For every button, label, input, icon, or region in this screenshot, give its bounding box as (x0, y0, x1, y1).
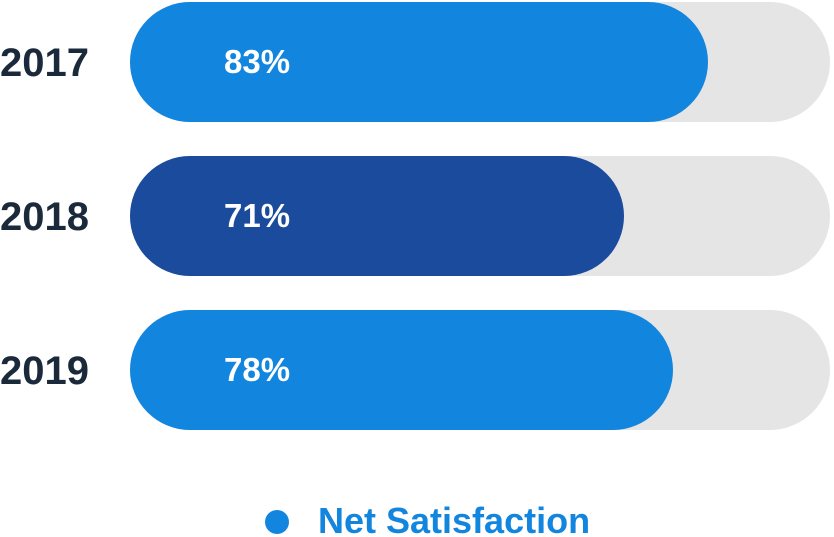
category-label-2018: 2018 (0, 195, 89, 239)
bars-group: 2017 83% 2018 71% 2019 78% (0, 2, 830, 430)
value-label-2018: 71% (224, 197, 290, 234)
legend-label: Net Satisfaction (318, 500, 590, 537)
bar-2017 (130, 2, 708, 122)
legend: Net Satisfaction (265, 500, 590, 537)
category-label-2019: 2019 (0, 349, 89, 393)
value-label-2017: 83% (224, 43, 290, 80)
value-label-2019: 78% (224, 351, 290, 388)
bar-2018 (130, 156, 624, 276)
legend-marker (265, 510, 289, 534)
bar-2019 (130, 310, 673, 430)
category-label-2017: 2017 (0, 41, 89, 85)
